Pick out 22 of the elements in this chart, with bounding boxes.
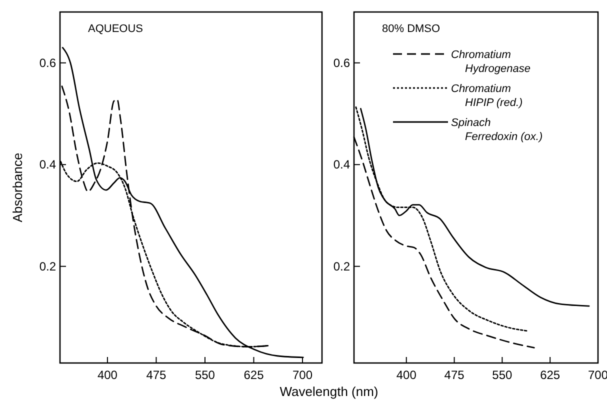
x-tick-label: 625 [540, 368, 560, 382]
y-tick-label: 0.4 [39, 158, 56, 172]
legend-label: Spinach Ferredoxin (ox.) [451, 117, 543, 143]
legend-label: Chromatium HIPIP (red.) [451, 83, 523, 109]
legend-label: Chromatium Hydrogenase [451, 49, 530, 75]
text: 80% DMSO [382, 23, 441, 35]
text: AQUEOUS [88, 23, 144, 35]
y-tick-label: 0.4 [333, 158, 350, 172]
y-tick-label: 0.6 [333, 56, 350, 70]
x-tick-label: 700 [292, 368, 313, 382]
y-tick-label: 0.2 [39, 259, 56, 274]
x-tick-label: 550 [492, 368, 513, 382]
x-axis-title: Wavelength (nm) [280, 384, 378, 399]
y-tick-label: 0.2 [333, 259, 350, 274]
x-tick-label: 400 [97, 368, 118, 382]
y-tick-label: 0.6 [39, 56, 56, 70]
x-tick-label: 550 [194, 368, 216, 382]
x-tick-label: 400 [396, 368, 417, 382]
y-axis-title: Absorbance [10, 152, 25, 222]
x-tick-label: 625 [244, 368, 264, 382]
x-tick-label: 475 [146, 368, 167, 382]
x-tick-label: 475 [444, 368, 465, 382]
